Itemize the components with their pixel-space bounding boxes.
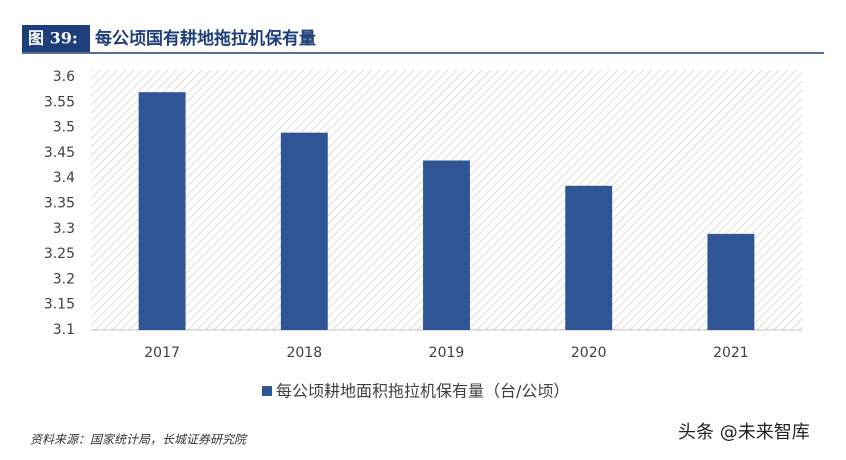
label-box bbox=[22, 25, 90, 52]
y-tick-label: 3.5 bbox=[53, 120, 75, 136]
bar bbox=[707, 233, 755, 330]
y-tick-label: 3.35 bbox=[44, 196, 75, 212]
y-tick-label: 3.25 bbox=[44, 246, 75, 262]
y-tick-label: 3.45 bbox=[44, 145, 75, 161]
bar bbox=[423, 160, 470, 330]
legend-label: 每公顷耕地面积拖拉机保有量（台/公顷） bbox=[276, 382, 569, 401]
x-tick-label: 2017 bbox=[144, 345, 180, 361]
x-tick-label: 2020 bbox=[571, 345, 607, 361]
bar bbox=[138, 92, 186, 331]
x-tick-label: 2018 bbox=[286, 345, 322, 361]
y-tick-label: 3.2 bbox=[53, 271, 75, 287]
legend-swatch bbox=[262, 386, 272, 396]
figure-label: 图 39: bbox=[28, 29, 78, 48]
x-tick-label: 2019 bbox=[429, 345, 465, 361]
y-tick-label: 3.3 bbox=[53, 221, 75, 237]
watermark: 头条 @未来智库 bbox=[678, 422, 810, 443]
y-tick-label: 3.6 bbox=[53, 69, 75, 85]
bar bbox=[565, 185, 613, 330]
y-tick-label: 3.4 bbox=[53, 170, 75, 186]
x-tick-label: 2021 bbox=[713, 345, 749, 361]
chart-title: 每公顷国有耕地拖拉机保有量 bbox=[95, 28, 316, 49]
bar bbox=[280, 132, 328, 330]
y-tick-label: 3.1 bbox=[53, 322, 75, 338]
y-tick-label: 3.55 bbox=[44, 94, 75, 110]
y-tick-label: 3.15 bbox=[44, 297, 75, 313]
source-note: 资料来源：国家统计局，长城证券研究院 bbox=[30, 433, 248, 447]
